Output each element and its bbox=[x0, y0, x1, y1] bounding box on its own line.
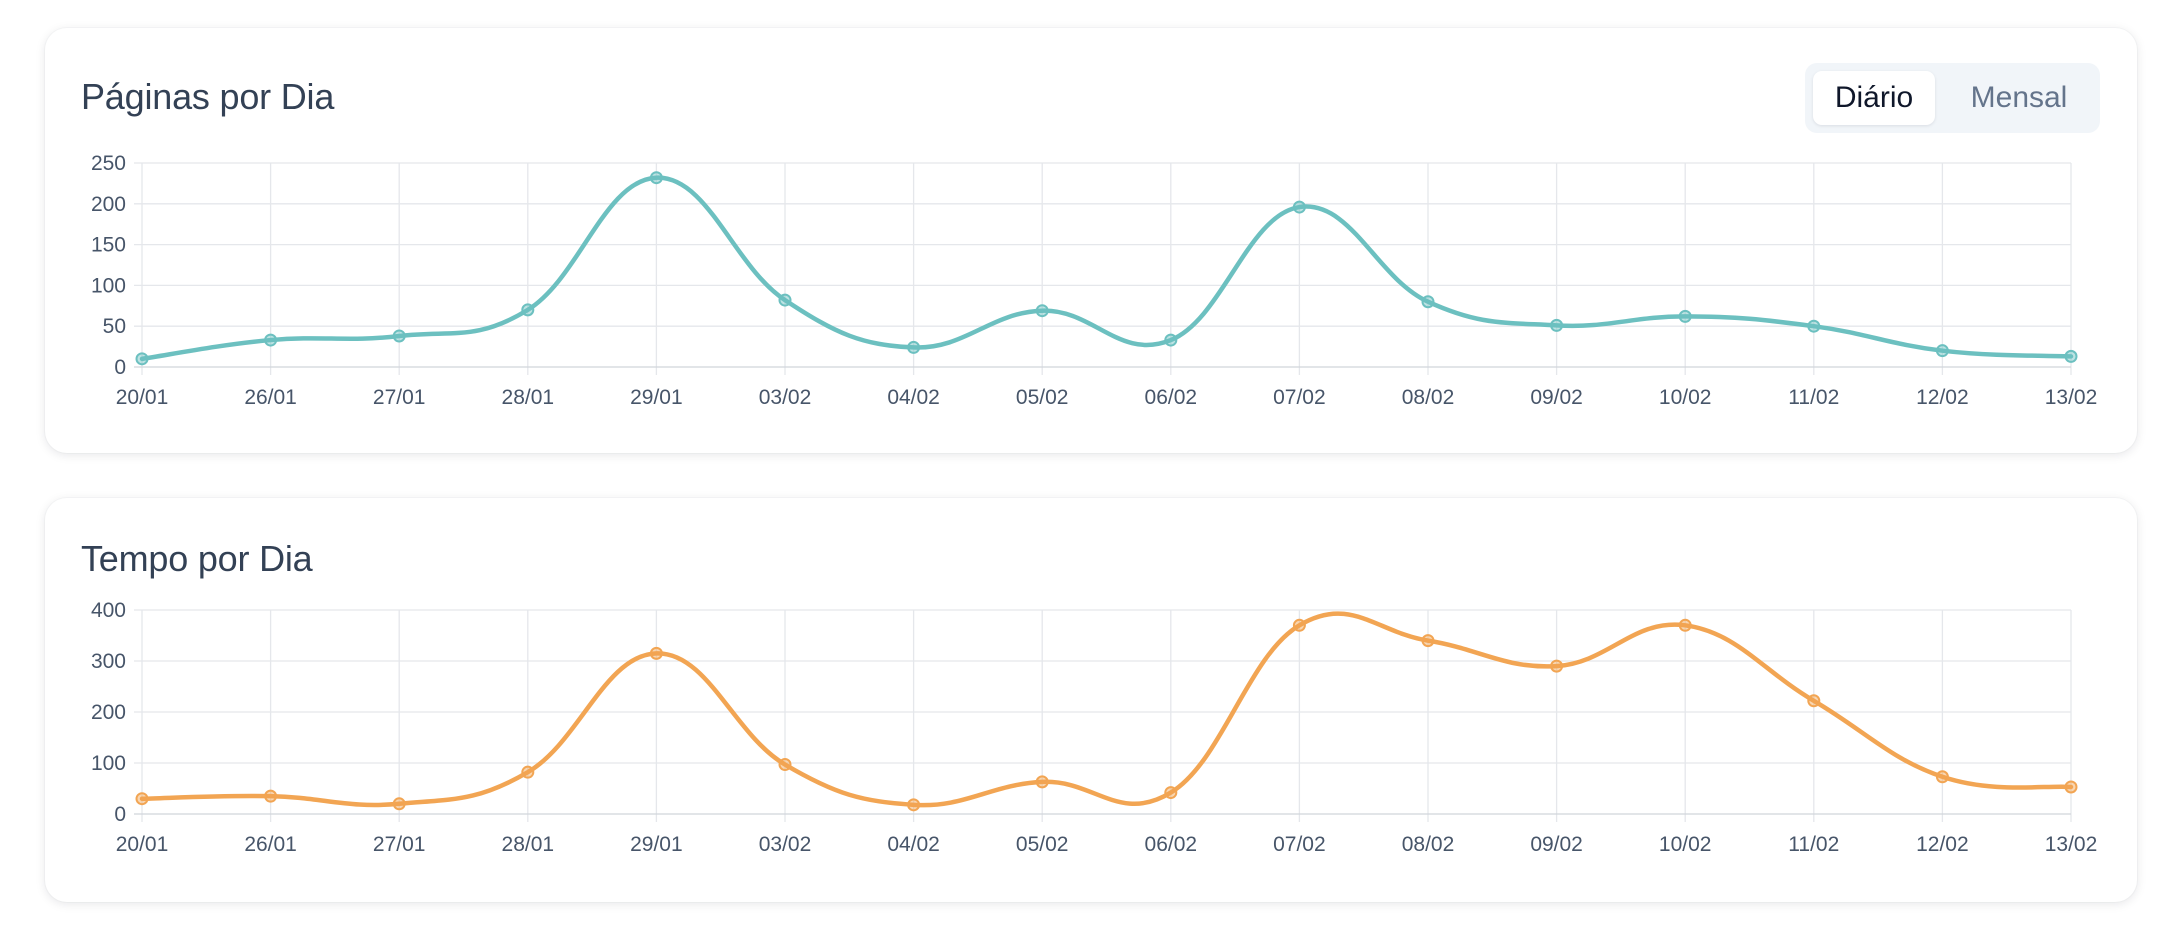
y-tick-label: 150 bbox=[91, 234, 126, 257]
y-tick-label: 0 bbox=[114, 356, 126, 379]
x-tick-label: 05/02 bbox=[1016, 386, 1069, 409]
x-tick-label: 03/02 bbox=[759, 386, 812, 409]
time-data-point[interactable] bbox=[392, 797, 406, 811]
y-tick-label: 0 bbox=[114, 803, 126, 826]
chart-title: Páginas por Dia bbox=[81, 76, 335, 117]
pages-data-point[interactable] bbox=[778, 293, 792, 307]
y-tick-label: 250 bbox=[91, 152, 126, 175]
x-tick-label: 10/02 bbox=[1659, 386, 1712, 409]
x-tick-label: 13/02 bbox=[2045, 386, 2098, 409]
x-tick-label: 26/01 bbox=[244, 386, 297, 409]
y-tick-label: 400 bbox=[91, 599, 126, 622]
time-data-point[interactable] bbox=[778, 758, 792, 772]
pages-data-point[interactable] bbox=[1935, 344, 1949, 358]
time-data-point[interactable] bbox=[1292, 618, 1306, 632]
x-tick-label: 12/02 bbox=[1916, 386, 1969, 409]
time-series-line bbox=[139, 611, 2074, 808]
time-data-point[interactable] bbox=[1164, 786, 1178, 800]
x-tick-label: 28/01 bbox=[502, 833, 555, 856]
x-tick-label: 29/01 bbox=[630, 386, 683, 409]
y-tick-label: 200 bbox=[91, 193, 126, 216]
pages-data-point[interactable] bbox=[907, 340, 921, 354]
x-tick-label: 10/02 bbox=[1659, 833, 1712, 856]
x-tick-label: 05/02 bbox=[1016, 833, 1069, 856]
pages-line-chart: 0 50 100 150 200 250 20/01 26/01 27/01 28/01 29/01… bbox=[91, 152, 2098, 409]
time-data-point[interactable] bbox=[2064, 780, 2078, 794]
time-data-point[interactable] bbox=[264, 789, 278, 803]
x-tick-label: 28/01 bbox=[502, 386, 555, 409]
pages-data-point[interactable] bbox=[1678, 309, 1692, 323]
pages-data-point[interactable] bbox=[1807, 319, 1821, 333]
chart-title: Tempo por Dia bbox=[81, 538, 313, 579]
pages-data-point[interactable] bbox=[2064, 349, 2078, 363]
x-tick-label: 20/01 bbox=[116, 386, 169, 409]
time-data-point[interactable] bbox=[649, 646, 663, 660]
grid bbox=[134, 609, 2072, 822]
x-tick-label: 09/02 bbox=[1530, 833, 1583, 856]
x-tick-label: 04/02 bbox=[887, 386, 940, 409]
x-tick-label: 07/02 bbox=[1273, 833, 1326, 856]
pages-data-point[interactable] bbox=[264, 333, 278, 347]
x-tick-label: 26/01 bbox=[244, 833, 297, 856]
pages-data-point[interactable] bbox=[1421, 295, 1435, 309]
pages-data-point[interactable] bbox=[1292, 200, 1306, 214]
pages-per-day-card: Páginas por Dia Diário Mensal 0 50 100 150 2… bbox=[45, 28, 2137, 453]
x-tick-label: 29/01 bbox=[630, 833, 683, 856]
pages-data-point[interactable] bbox=[649, 171, 663, 185]
time-line-chart: 0 100 200 300 400 20/01 26/01 27/01 28/01 29/01 03… bbox=[91, 599, 2098, 856]
pages-data-point[interactable] bbox=[521, 303, 535, 317]
time-data-point[interactable] bbox=[1678, 618, 1692, 632]
monthly-button[interactable]: Mensal bbox=[1970, 81, 2068, 114]
pages-series-line bbox=[139, 175, 2074, 362]
x-tick-label: 03/02 bbox=[759, 833, 812, 856]
x-tick-label: 13/02 bbox=[2045, 833, 2098, 856]
grid bbox=[134, 162, 2072, 375]
y-tick-label: 300 bbox=[91, 650, 126, 673]
x-tick-label: 27/01 bbox=[373, 833, 426, 856]
x-tick-label: 06/02 bbox=[1145, 833, 1198, 856]
x-tick-label: 20/01 bbox=[116, 833, 169, 856]
x-tick-label: 27/01 bbox=[373, 386, 426, 409]
x-tick-label: 12/02 bbox=[1916, 833, 1969, 856]
pages-data-point[interactable] bbox=[392, 329, 406, 343]
time-data-point[interactable] bbox=[1421, 634, 1435, 648]
time-data-point[interactable] bbox=[1550, 659, 1564, 673]
time-data-point[interactable] bbox=[1035, 775, 1049, 789]
x-tick-label: 11/02 bbox=[1788, 386, 1839, 409]
time-data-point[interactable] bbox=[1935, 770, 1949, 784]
y-tick-label: 100 bbox=[91, 274, 126, 297]
x-tick-label: 08/02 bbox=[1402, 833, 1455, 856]
daily-button[interactable]: Diário bbox=[1813, 71, 1935, 125]
x-tick-label: 06/02 bbox=[1145, 386, 1198, 409]
time-data-point[interactable] bbox=[135, 792, 149, 806]
time-data-point[interactable] bbox=[1807, 694, 1821, 708]
y-tick-label: 50 bbox=[103, 315, 126, 338]
y-tick-label: 100 bbox=[91, 752, 126, 775]
time-data-point[interactable] bbox=[521, 765, 535, 779]
x-tick-label: 08/02 bbox=[1402, 386, 1455, 409]
pages-data-point[interactable] bbox=[1550, 318, 1564, 332]
pages-data-point[interactable] bbox=[1164, 333, 1178, 347]
x-tick-label: 11/02 bbox=[1788, 833, 1839, 856]
time-data-point[interactable] bbox=[907, 798, 921, 812]
x-tick-label: 04/02 bbox=[887, 833, 940, 856]
daily-monthly-toggle: Diário Mensal bbox=[1805, 63, 2100, 133]
y-tick-label: 200 bbox=[91, 701, 126, 724]
x-tick-label: 09/02 bbox=[1530, 386, 1583, 409]
pages-data-point[interactable] bbox=[135, 352, 149, 366]
time-per-day-card: Tempo por Dia 0 100 200 300 400 20/01 26/01 27/… bbox=[45, 498, 2137, 902]
pages-data-point[interactable] bbox=[1035, 304, 1049, 318]
x-tick-label: 07/02 bbox=[1273, 386, 1326, 409]
